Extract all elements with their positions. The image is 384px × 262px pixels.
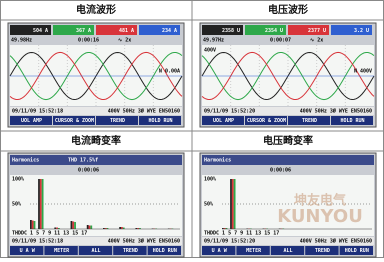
harmonic-bar (71, 221, 73, 229)
softkey-label: U A W (212, 248, 228, 254)
setup: 400V 50Hz 3Ø WYE EN50160 (108, 108, 180, 115)
watermark: KUNYOU (277, 206, 363, 227)
softkey-label: HOLD RUN (148, 118, 172, 124)
softkey-label: HOLD RUN (345, 248, 369, 254)
reading: 234 A (162, 28, 177, 34)
side-label: N 400V (354, 69, 372, 75)
softkey-label: ALL (91, 248, 100, 254)
y-label: 100% (204, 177, 216, 183)
harmonic-bar (30, 220, 32, 229)
softkey-label: TREND (302, 118, 317, 124)
thd: THD 17.5%f (68, 158, 98, 164)
frequency: 49.97Hz (203, 38, 224, 44)
frequency: 49.98Hz (11, 38, 32, 44)
harmonic-bar (234, 179, 236, 229)
softkey-label: TREND (123, 248, 138, 254)
harmonic-bar (90, 226, 92, 230)
harmonic-bar (89, 226, 91, 230)
date: 09/11/09 15:52:20 (204, 109, 255, 115)
screen-title: Harmonics (204, 158, 231, 164)
x-axis-labels: THDDC 1 5 7 9 11 13 15 17 (204, 231, 279, 237)
reading: 367 A (76, 28, 91, 34)
harmonic-bar (32, 221, 34, 230)
x-axis-labels: THDDC 1 5 7 9 11 13 15 17 (12, 231, 87, 237)
softkey-label: CURSOR & ZOOM (247, 118, 286, 124)
harmonic-bar (232, 179, 234, 229)
elapsed-time: 0:00:16 (78, 38, 99, 44)
cell-header: 电流波形 (76, 3, 116, 16)
setup: 400V 50Hz 3Ø WYE EN50160 (300, 238, 372, 245)
date: 09/11/09 15:52:18 (12, 239, 63, 245)
elapsed-time: 0:00:06 (270, 168, 291, 174)
harmonic-bar (74, 222, 76, 229)
cell-header: 电流畸变率 (71, 134, 121, 147)
reading: 2377 U (308, 28, 326, 34)
cell-header: 电压波形 (268, 3, 308, 16)
softkey-label: HOLD RUN (153, 248, 177, 254)
harmonic-bar (42, 179, 44, 229)
harmonic-bar (72, 222, 74, 230)
reading: 481 A (119, 28, 134, 34)
page: 电流波形 电压波形电流畸变率 电压畸变率 504 A 367 A 481 A 234 A 49… (0, 0, 384, 258)
left-label: 400V (204, 48, 216, 54)
reading: 3.2 U (354, 28, 369, 34)
y-label: 100% (12, 177, 24, 183)
mode: ∿ 2x (310, 38, 323, 44)
elapsed-time: 0:00:07 (270, 38, 291, 44)
harmonic-bar (34, 221, 36, 229)
plot-area (10, 175, 182, 236)
harmonic-bar (38, 179, 40, 229)
softkey-label: METER (246, 248, 262, 254)
mode: ∿ 2x (118, 38, 131, 44)
setup: 400V 50Hz 3Ø WYE EN50160 (108, 238, 180, 245)
setup: 400V 50Hz 3Ø WYE EN50160 (300, 108, 372, 115)
y-label: 50% (204, 202, 213, 208)
softkey-label: TREND (110, 118, 125, 124)
cell-header: 电压畸变率 (263, 134, 313, 147)
date: 09/11/09 15:52:18 (12, 109, 63, 115)
date: 09/11/09 15:52:20 (204, 239, 255, 245)
harmonic-bar (230, 179, 232, 229)
harmonic-bar (87, 225, 89, 229)
side-label: N 0.00A (159, 69, 180, 75)
screen-title: Harmonics (12, 158, 39, 164)
softkey-label: UOL AMP (213, 118, 234, 124)
softkey-label: UOL AMP (21, 118, 42, 124)
y-label: 50% (12, 202, 21, 208)
softkey-label: ALL (283, 248, 292, 254)
softkey-label: TREND (315, 248, 330, 254)
reading: 2358 U (222, 28, 240, 34)
softkey-label: HOLD RUN (340, 118, 364, 124)
elapsed-time: 0:00:06 (78, 168, 99, 174)
reading: 2354 U (265, 28, 283, 34)
softkey-label: U A W (20, 248, 36, 254)
softkey-label: METER (54, 248, 70, 254)
softkey-label: CURSOR & ZOOM (55, 118, 94, 124)
reading: 504 A (33, 28, 48, 34)
harmonic-bar (40, 179, 42, 229)
